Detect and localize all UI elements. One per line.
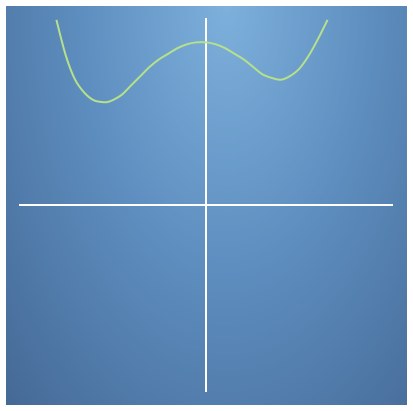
series-curve	[55, 19, 329, 104]
function-plot	[19, 18, 393, 392]
plot-panel	[6, 6, 407, 405]
